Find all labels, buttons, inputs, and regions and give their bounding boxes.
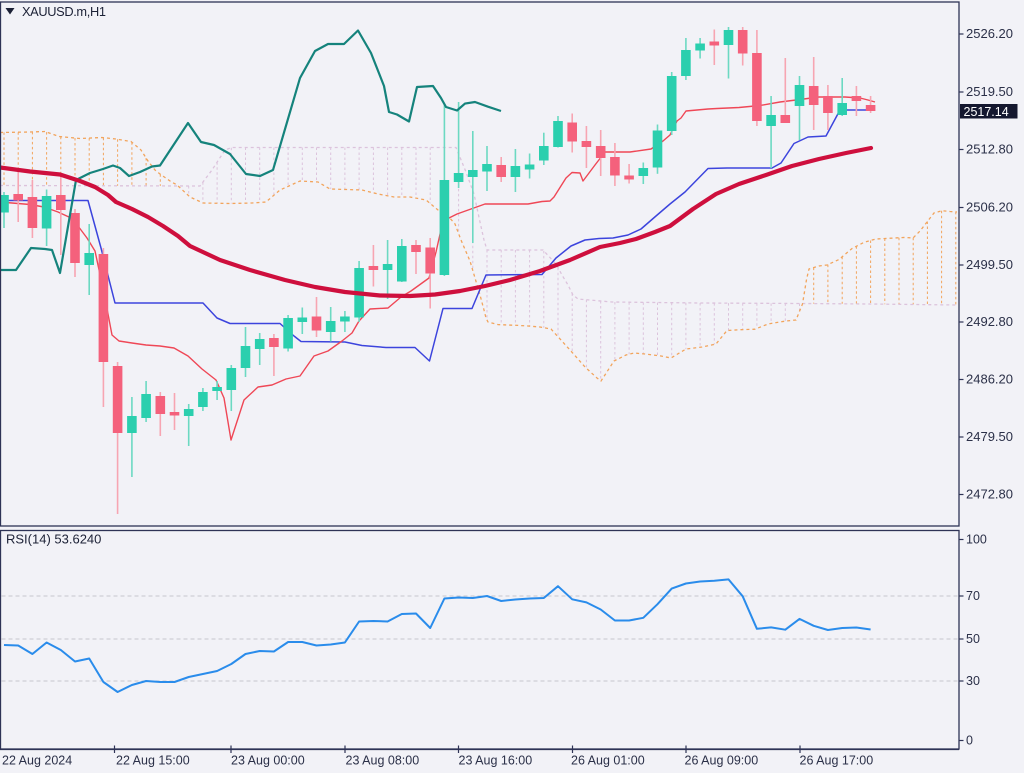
svg-text:2499.50: 2499.50 [966, 257, 1013, 272]
svg-text:30: 30 [966, 674, 980, 688]
svg-text:2512.80: 2512.80 [966, 142, 1013, 157]
svg-text:0: 0 [966, 734, 973, 748]
svg-text:26 Aug 17:00: 26 Aug 17:00 [800, 754, 874, 768]
svg-text:23 Aug 16:00: 23 Aug 16:00 [459, 754, 533, 768]
svg-text:22 Aug 15:00: 22 Aug 15:00 [116, 754, 190, 768]
svg-text:50: 50 [966, 632, 980, 646]
svg-text:2506.20: 2506.20 [966, 200, 1013, 215]
svg-text:23 Aug 00:00: 23 Aug 00:00 [231, 754, 305, 768]
svg-text:2479.50: 2479.50 [966, 429, 1013, 444]
svg-text:2492.80: 2492.80 [966, 314, 1013, 329]
svg-text:100: 100 [966, 533, 987, 547]
svg-text:RSI(14) 53.6240: RSI(14) 53.6240 [6, 532, 101, 547]
svg-text:2517.14: 2517.14 [964, 105, 1009, 119]
svg-text:2472.80: 2472.80 [966, 487, 1013, 502]
svg-text:23 Aug 08:00: 23 Aug 08:00 [346, 754, 420, 768]
svg-text:26 Aug 01:00: 26 Aug 01:00 [571, 754, 645, 768]
svg-text:22 Aug 2024: 22 Aug 2024 [2, 754, 72, 768]
svg-text:70: 70 [966, 589, 980, 603]
svg-text:2486.20: 2486.20 [966, 372, 1013, 387]
svg-text:26 Aug 09:00: 26 Aug 09:00 [685, 754, 759, 768]
svg-text:XAUUSD.m,H1: XAUUSD.m,H1 [22, 4, 106, 19]
svg-text:2519.50: 2519.50 [966, 84, 1013, 99]
svg-text:2526.20: 2526.20 [966, 26, 1013, 41]
